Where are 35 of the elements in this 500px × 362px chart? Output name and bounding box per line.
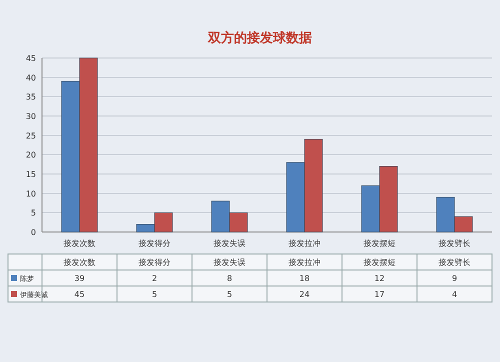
data-label: 8: [226, 274, 232, 283]
y-tick-label: 10: [26, 189, 36, 198]
y-tick-label: 0: [30, 228, 36, 237]
data-label: 17: [374, 290, 385, 299]
y-tick-label: 45: [26, 54, 36, 63]
data-label: 12: [374, 274, 385, 283]
data-label: 5: [226, 290, 232, 299]
x-tick-label: 接发失误: [214, 239, 246, 248]
data-label: 2: [152, 274, 158, 283]
chart-title: 双方的接发球数据: [207, 30, 312, 46]
y-tick-label: 35: [26, 92, 36, 102]
x-tick-label: 接发摆短: [364, 239, 396, 248]
x-tick-label: 接发次数: [64, 239, 96, 248]
y-tick-label: 25: [26, 131, 36, 140]
category-label: 接发得分: [138, 258, 170, 267]
data-label: 45: [74, 290, 85, 299]
y-tick-label: 15: [26, 170, 36, 179]
data-label: 39: [74, 274, 85, 283]
data-label: 24: [299, 290, 310, 299]
x-tick-label: 接发得分: [138, 239, 170, 248]
data-label: 4: [452, 290, 458, 299]
category-label: 接发拉冲: [288, 258, 320, 267]
category-label: 接发摆短: [364, 258, 396, 267]
y-tick-label: 20: [26, 150, 36, 160]
data-label: 9: [452, 274, 458, 283]
category-label: 接发劈长: [438, 258, 470, 267]
y-tick-label: 5: [30, 208, 36, 218]
x-tick-label: 接发拉冲: [288, 239, 320, 248]
x-tick-label: 接发劈长: [438, 239, 470, 248]
category-label: 接发次数: [64, 258, 96, 267]
data-label: 5: [152, 290, 158, 299]
category-label: 接发失误: [214, 258, 246, 267]
y-tick-label: 40: [26, 73, 36, 82]
data-label: 18: [299, 274, 310, 283]
y-tick-label: 30: [26, 112, 36, 121]
